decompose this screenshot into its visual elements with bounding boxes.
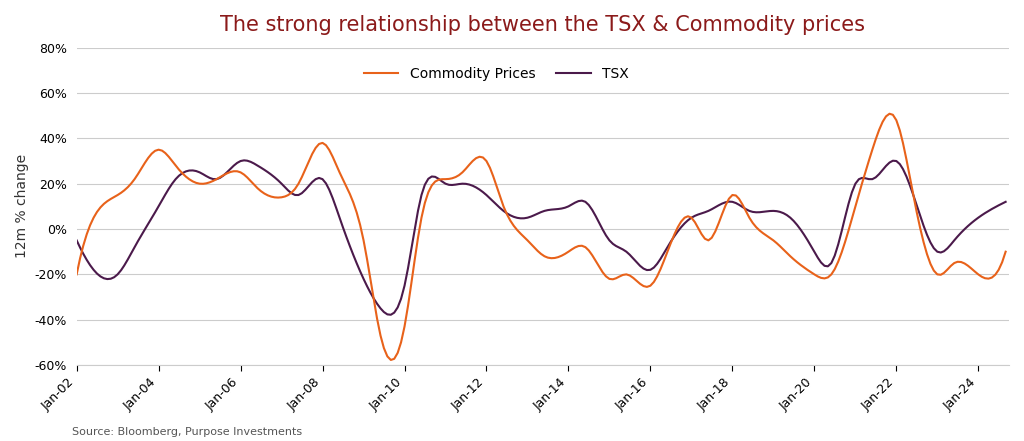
Line: TSX: TSX (77, 161, 1006, 315)
Title: The strong relationship between the TSX & Commodity prices: The strong relationship between the TSX … (220, 15, 865, 35)
Text: Source: Bloomberg, Purpose Investments: Source: Bloomberg, Purpose Investments (72, 426, 302, 437)
Line: Commodity Prices: Commodity Prices (77, 114, 1006, 360)
Y-axis label: 12m % change: 12m % change (15, 154, 29, 258)
Legend: Commodity Prices, TSX: Commodity Prices, TSX (358, 61, 634, 86)
